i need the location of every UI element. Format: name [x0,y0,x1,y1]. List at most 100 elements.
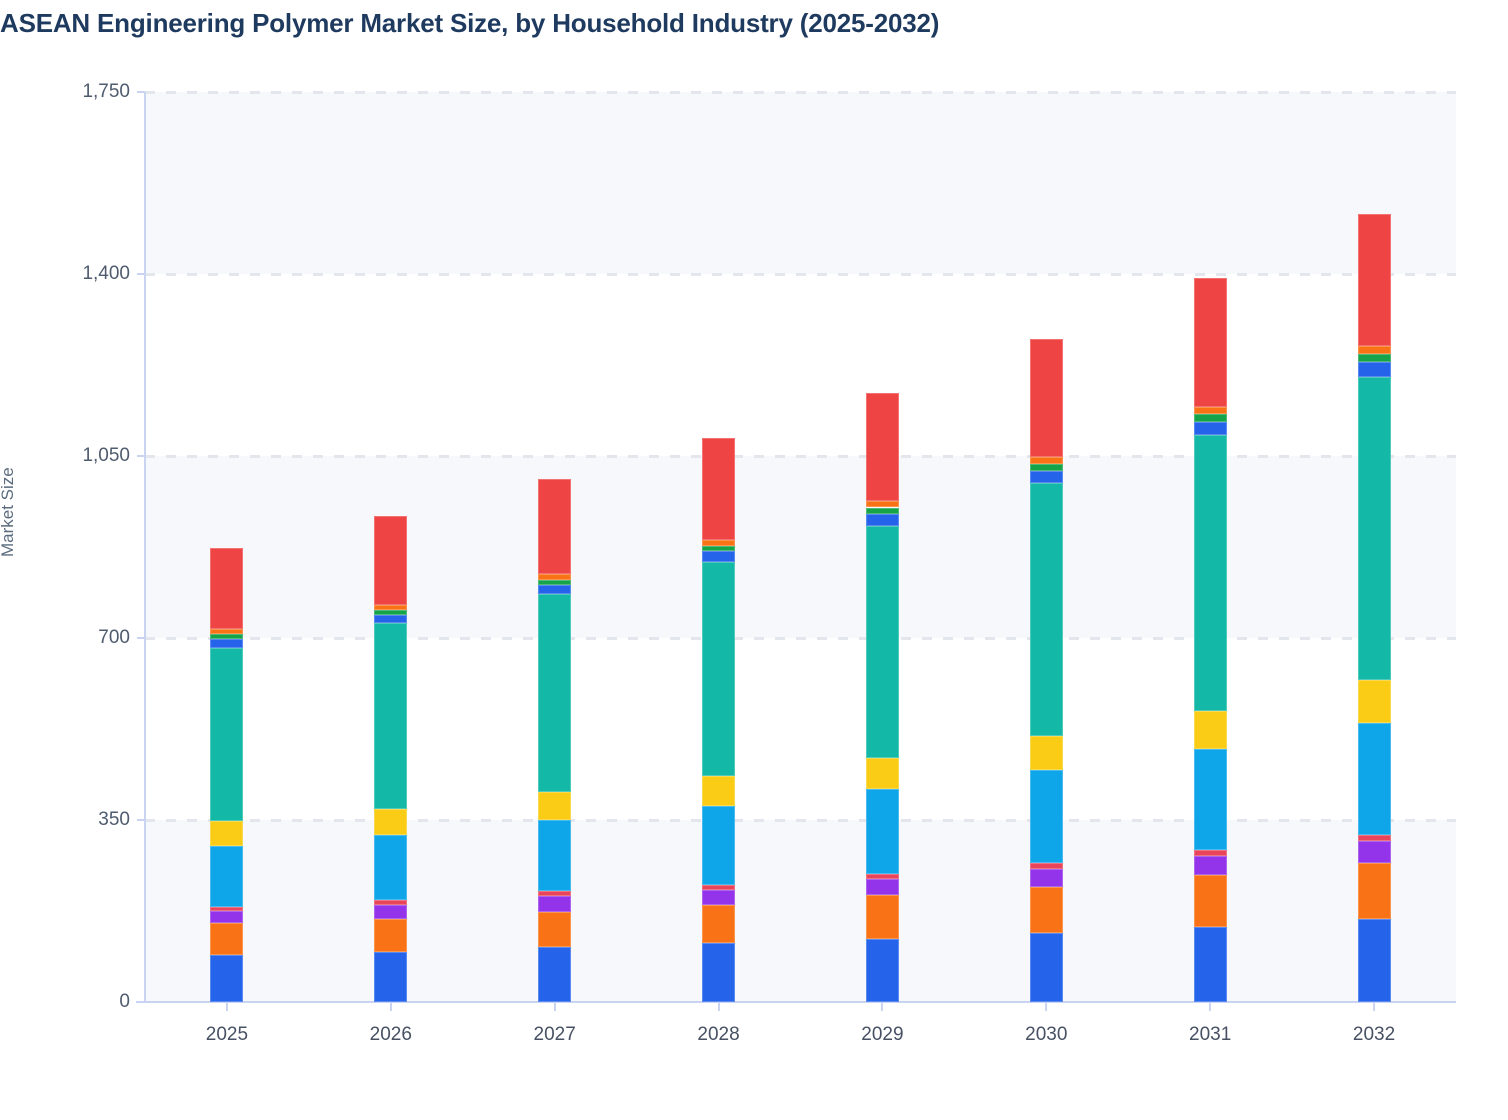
gridline-350 [145,819,1456,822]
bar-2032-segment-teal[interactable] [1357,376,1391,680]
bar-2026-segment-orange[interactable] [374,918,408,952]
bar-2029-segment-blue[interactable] [865,939,899,1002]
bar-2030-segment-yellow[interactable] [1029,736,1063,771]
bar-2026-segment-orange-thin[interactable] [374,604,408,610]
bar-2027-segment-blue[interactable] [538,947,572,1002]
bar-2027-segment-teal[interactable] [538,594,572,793]
bar-2028-segment-orange[interactable] [702,904,736,943]
bar-2030-segment-red[interactable] [1029,338,1063,458]
bar-2031-segment-green[interactable] [1193,414,1227,423]
bar-2029-segment-red[interactable] [865,392,899,502]
bar-2032-segment-green[interactable] [1357,354,1391,362]
y-tick-label: 1,050 [82,445,130,466]
bar-2032-segment-red[interactable] [1357,213,1391,347]
bar-2032-segment-orange-thin[interactable] [1357,346,1391,355]
bar-2025-segment-orange-thin[interactable] [210,629,244,635]
bar-2032-segment-sky-blue[interactable] [1357,722,1391,835]
bar-2029-segment-blue-thin[interactable] [865,513,899,526]
bar-2030-segment-sky-blue[interactable] [1029,770,1063,864]
bar-2031-segment-teal[interactable] [1193,434,1227,711]
bar-2025-segment-sky-blue[interactable] [210,846,244,907]
bar-2029-segment-green[interactable] [865,507,899,514]
bar-2026-segment-red[interactable] [374,515,408,605]
bar-2031-segment-orange[interactable] [1193,874,1227,927]
y-tick-label: 1,400 [82,263,130,284]
bar-2029-segment-sky-blue[interactable] [865,789,899,874]
bar-2032-segment-blue-thin[interactable] [1357,361,1391,377]
x-tick-mark [1373,1002,1376,1011]
y-axis-title: Market Size [0,467,17,557]
bar-2030-segment-crimson[interactable] [1029,863,1063,870]
bar-2027-segment-red[interactable] [538,478,572,575]
bar-2030-segment-purple[interactable] [1029,869,1063,888]
bar-2027-segment-orange-thin[interactable] [538,574,572,580]
bar-2025-segment-yellow[interactable] [210,821,244,846]
bar-2031-segment-purple[interactable] [1193,856,1227,875]
bar-2026-segment-purple[interactable] [374,904,408,919]
x-tick-label-2032: 2032 [1352,1024,1396,1045]
bar-2026-segment-crimson[interactable] [374,900,408,905]
bar-2029-segment-crimson[interactable] [865,873,899,880]
y-tick-label: 350 [98,809,130,830]
bar-2025-segment-blue-thin[interactable] [210,639,244,648]
bar-2025-segment-purple[interactable] [210,911,244,923]
bar-2032-segment-crimson[interactable] [1357,834,1391,841]
bar-2030-segment-teal[interactable] [1029,483,1063,737]
bar-2032-segment-orange[interactable] [1357,862,1391,919]
bar-2029-segment-yellow[interactable] [865,757,899,790]
x-tick-mark [881,1002,884,1011]
bar-2025-segment-blue[interactable] [210,955,244,1002]
bar-2030-segment-blue-thin[interactable] [1029,471,1063,484]
bar-2028-segment-crimson[interactable] [702,885,736,890]
bar-2028-segment-orange-thin[interactable] [702,540,736,546]
bar-2028-segment-green[interactable] [702,545,736,552]
bar-2027-segment-orange[interactable] [538,912,572,948]
bar-2032-segment-yellow[interactable] [1357,679,1391,723]
bar-2028-segment-red[interactable] [702,438,736,541]
bar-2027-segment-green[interactable] [538,579,572,585]
bar-2028-segment-blue[interactable] [702,942,736,1002]
bar-2029-segment-orange[interactable] [865,894,899,940]
bar-2031-segment-blue-thin[interactable] [1193,422,1227,435]
bar-2031-segment-red[interactable] [1193,277,1227,407]
bar-2026-segment-green[interactable] [374,609,408,616]
bar-2031-segment-orange-thin[interactable] [1193,406,1227,415]
bar-2031-segment-sky-blue[interactable] [1193,749,1227,850]
y-axis-line [144,92,146,1003]
bar-2027-segment-sky-blue[interactable] [538,820,572,891]
bar-2030-segment-orange[interactable] [1029,887,1063,934]
bar-2026-segment-teal[interactable] [374,623,408,810]
bar-2028-segment-blue-thin[interactable] [702,551,736,563]
bar-2031-segment-crimson[interactable] [1193,849,1227,857]
bar-2030-segment-green[interactable] [1029,464,1063,472]
bar-2025-segment-green[interactable] [210,634,244,640]
bar-2029-segment-orange-thin[interactable] [865,501,899,508]
bar-2029-segment-purple[interactable] [865,879,899,895]
bar-2030-segment-orange-thin[interactable] [1029,457,1063,465]
bar-2028-segment-yellow[interactable] [702,776,736,806]
bar-2031-segment-blue[interactable] [1193,926,1227,1002]
bar-2031-segment-yellow[interactable] [1193,710,1227,750]
bar-2025-segment-teal[interactable] [210,647,244,822]
bar-2028-segment-purple[interactable] [702,889,736,905]
bar-2028-segment-teal[interactable] [702,562,736,777]
bar-2025-segment-red[interactable] [210,548,244,630]
bar-2026-segment-yellow[interactable] [374,809,408,836]
y-tick-label: 0 [119,991,130,1012]
bar-2030-segment-blue[interactable] [1029,933,1063,1002]
x-tick-label-2027: 2027 [533,1024,576,1045]
bar-2032-segment-purple[interactable] [1357,840,1391,863]
bar-2027-segment-blue-thin[interactable] [538,584,572,595]
bar-2032-segment-blue[interactable] [1357,918,1391,1002]
bar-2028-segment-sky-blue[interactable] [702,805,736,885]
bar-2027-segment-crimson[interactable] [538,890,572,896]
bar-2025-segment-crimson[interactable] [210,906,244,911]
bar-2029-segment-teal[interactable] [865,525,899,758]
bar-2027-segment-yellow[interactable] [538,792,572,820]
bar-2026-segment-blue[interactable] [374,951,408,1002]
bar-2025-segment-orange[interactable] [210,922,244,956]
bar-2026-segment-blue-thin[interactable] [374,615,408,624]
bar-2027-segment-purple[interactable] [538,895,572,913]
x-tick-mark [553,1002,556,1011]
bar-2026-segment-sky-blue[interactable] [374,835,408,901]
